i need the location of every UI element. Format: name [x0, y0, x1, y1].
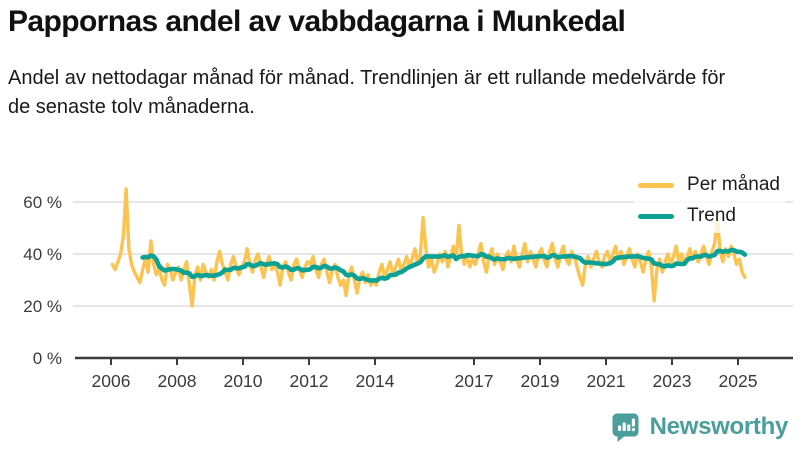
- x-tick-label: 2019: [521, 371, 560, 391]
- x-tick-label: 2010: [224, 371, 263, 391]
- chart-subtitle: Andel av nettodagar månad för månad. Tre…: [8, 67, 726, 118]
- x-tick-label: 2017: [455, 371, 494, 391]
- x-tick-label: 2023: [653, 371, 692, 391]
- newsworthy-brand-text: Newsworthy: [649, 412, 789, 440]
- legend-label-trend: Trend: [687, 205, 736, 226]
- newsworthy-logo-icon: [612, 413, 639, 442]
- chart-legend: Per månad Trend: [634, 170, 786, 233]
- x-tick-label: 2014: [356, 371, 395, 391]
- x-tick-label: 2006: [92, 371, 131, 391]
- page-title: Pappornas andel av vabbdagarna i Munkeda…: [8, 5, 626, 38]
- y-tick-label: 40 %: [23, 245, 62, 264]
- series-per-manad: [110, 187, 747, 308]
- y-tick-label: 20 %: [23, 297, 62, 316]
- y-tick-label: 60 %: [23, 193, 62, 212]
- series-trend: [140, 247, 748, 283]
- x-tick-label: 2012: [290, 371, 329, 391]
- newsworthy-brand: Newsworthy: [610, 411, 788, 442]
- y-tick-label: 0 %: [33, 349, 62, 368]
- legend-item-per-manad: Per månad: [638, 174, 780, 196]
- legend-swatch-trend: [638, 213, 675, 219]
- x-tick-label: 2025: [719, 371, 758, 391]
- chart-svg: 0 % 20 % 40 % 60 % 2006 2008 2010 2012 2014 2017 2…: [23, 187, 793, 391]
- legend-swatch-per-manad: [638, 182, 675, 188]
- legend-label-per-manad: Per månad: [687, 174, 780, 195]
- legend-item-trend: Trend: [638, 205, 780, 227]
- x-tick-label: 2021: [587, 371, 626, 391]
- x-tick-label: 2008: [158, 371, 197, 391]
- chart-area: 0 % 20 % 40 % 60 % 2006 2008 2010 2012 2014 2017 2…: [0, 150, 800, 410]
